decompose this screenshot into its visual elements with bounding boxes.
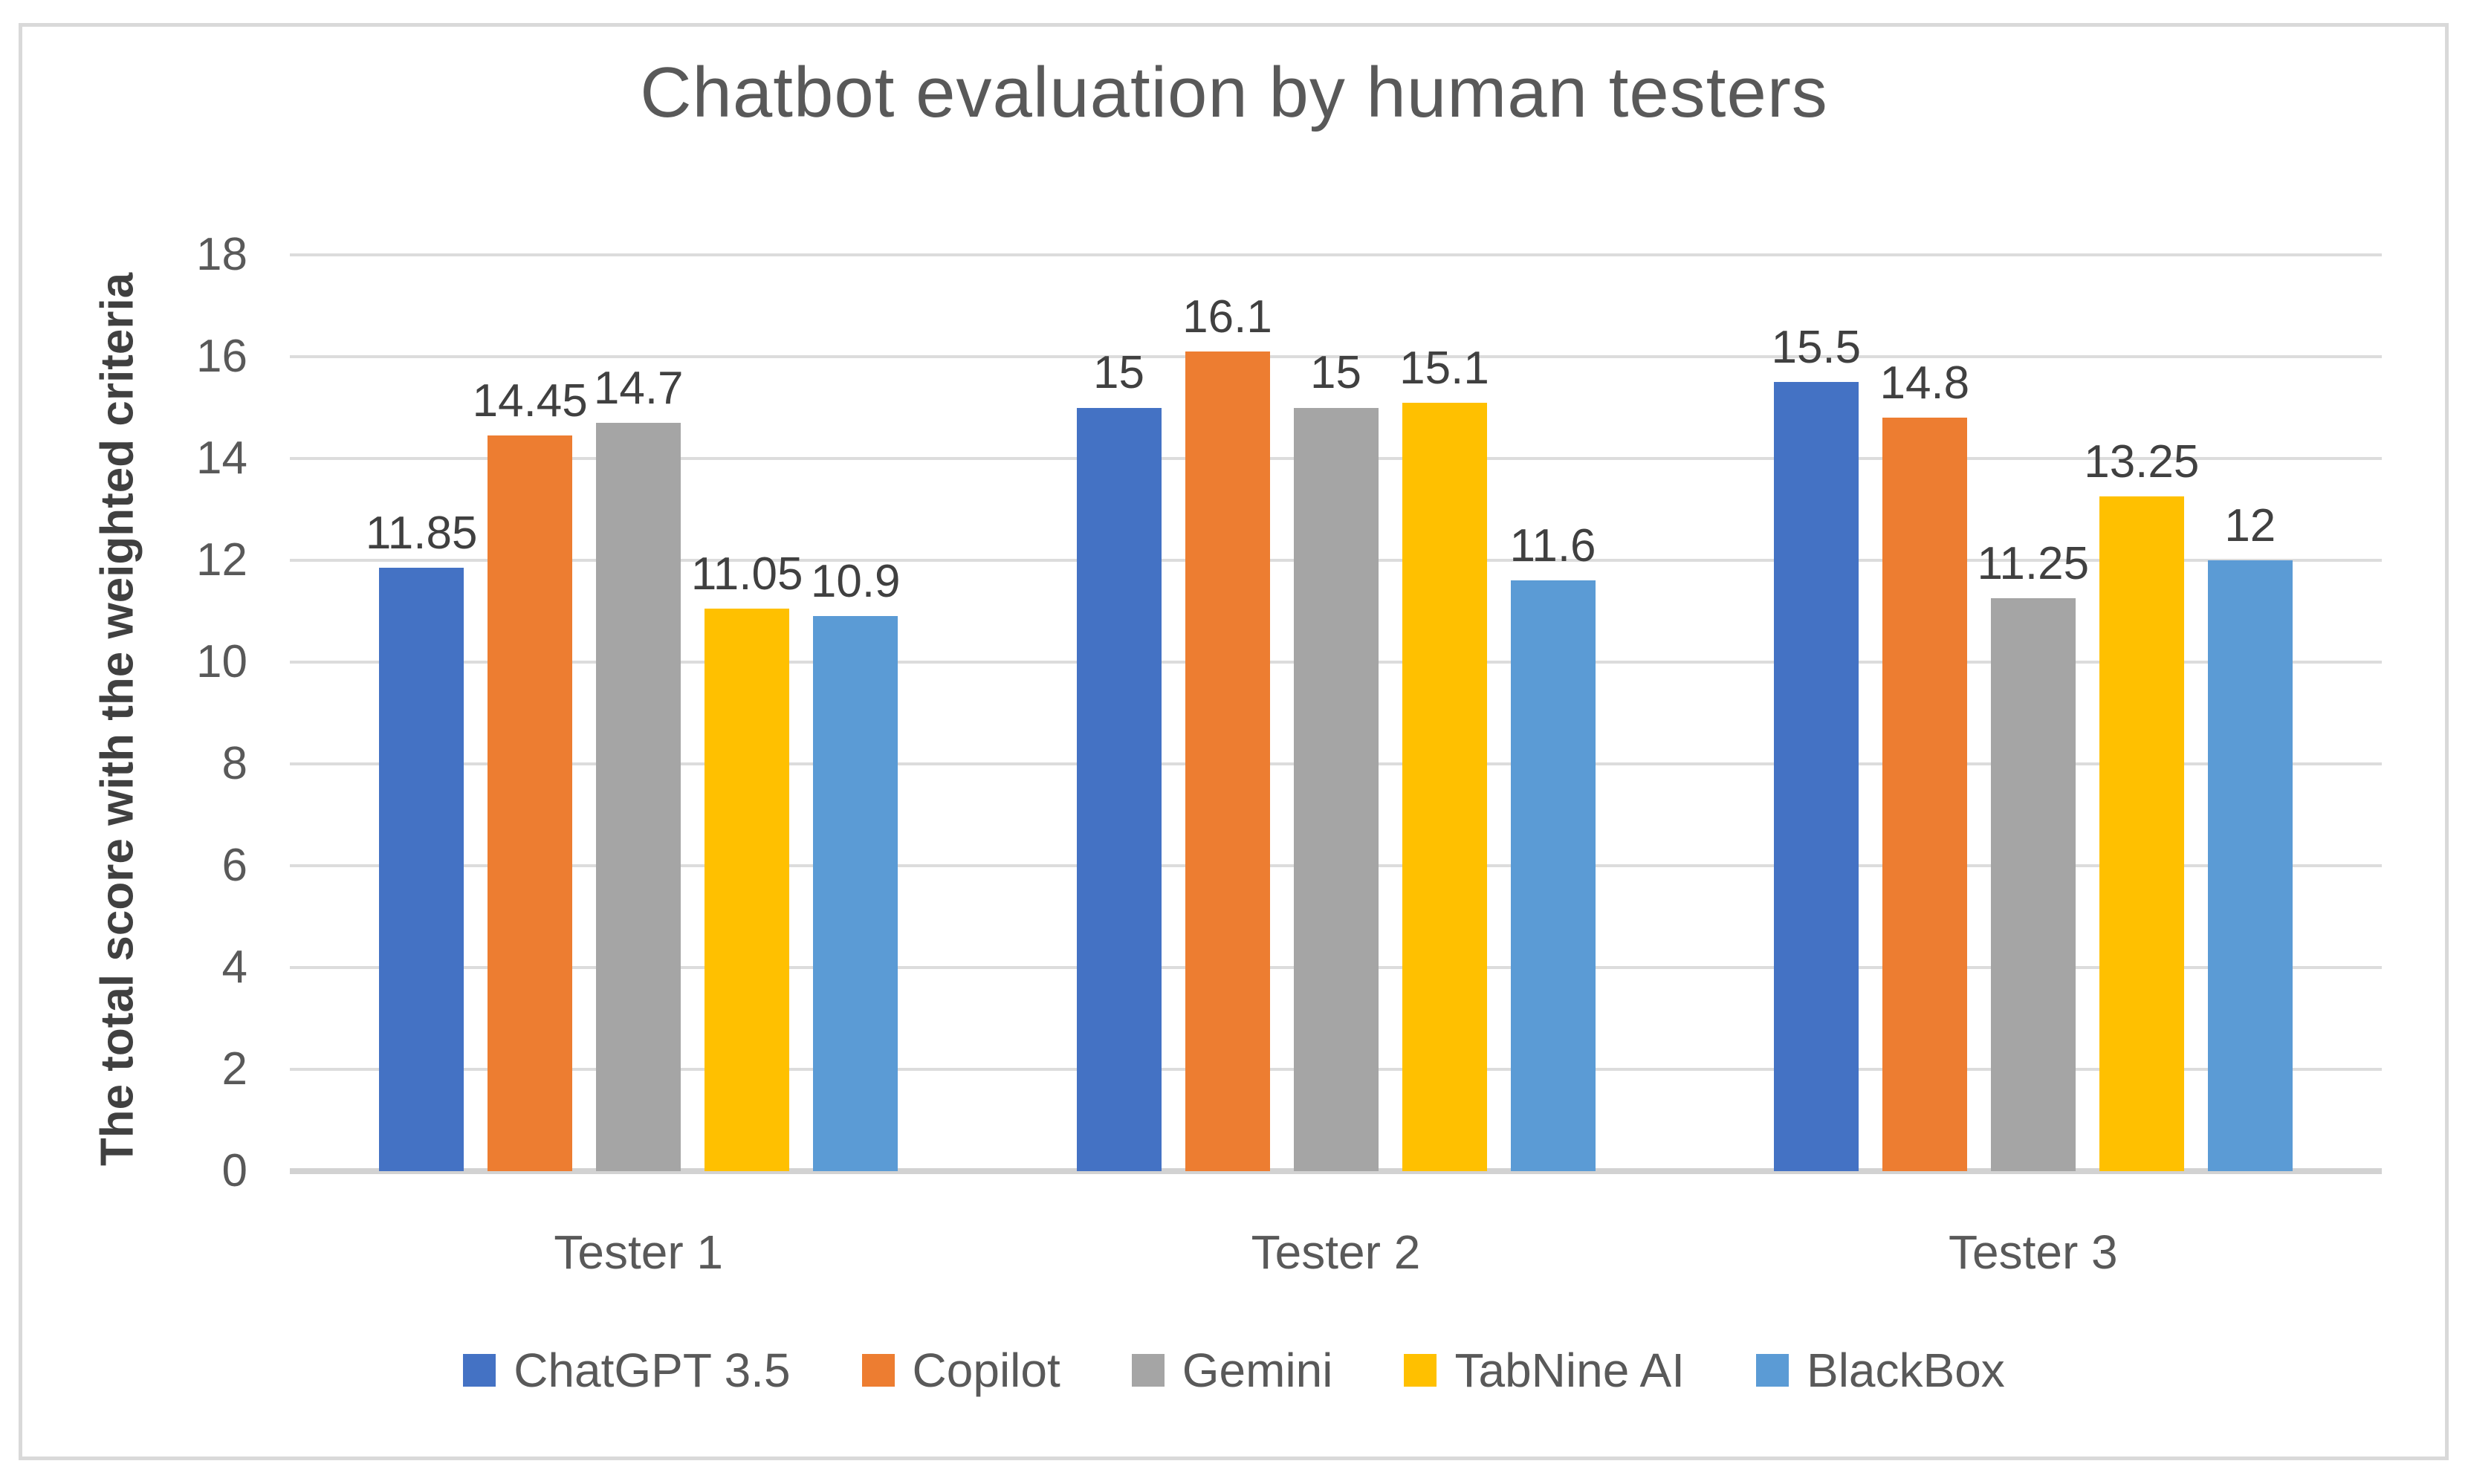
bar-tester-2-blackbox <box>1510 580 1596 1171</box>
data-label: 14.8 <box>1879 357 1970 409</box>
legend-item-blackbox: BlackBox <box>1756 1347 2005 1394</box>
legend-item-copilot: Copilot <box>861 1344 1060 1397</box>
legend-swatch-icon <box>861 1354 895 1387</box>
data-label: 10.9 <box>810 556 901 608</box>
y-tick-label-6: 6 <box>221 840 247 891</box>
data-label: 15.1 <box>1399 342 1489 394</box>
chart-border-frame <box>19 23 2449 1460</box>
bar-tester-2-copilot <box>1185 351 1270 1171</box>
plot-area: 11.85 14.45 14.7 11.05 10.9 15 16.1 15 15.1 11.6 1… <box>290 253 2382 1174</box>
gridline-16 <box>290 355 2382 358</box>
legend-label: BlackBox <box>1807 1344 2005 1397</box>
data-label: 13.25 <box>2084 436 2200 488</box>
bar-tester-1-gemini <box>596 423 681 1171</box>
legend-item-chatgpt-3-5: ChatGPT 3.5 <box>463 1344 791 1397</box>
x-category-label-2: Tester 2 <box>1251 1225 1421 1279</box>
bar-tester-1-blackbox <box>813 616 898 1171</box>
y-tick-label-10: 10 <box>196 636 247 687</box>
legend-swatch-icon <box>1404 1354 1437 1387</box>
legend-swatch-icon <box>463 1354 496 1387</box>
legend: ChatGPT 3.5 Copilot Gemini TabNine AI Bl… <box>0 1347 2468 1394</box>
bar-tester-3-copilot <box>1882 418 1967 1171</box>
legend-label: ChatGPT 3.5 <box>514 1344 791 1397</box>
chart-title: Chatbot evaluation by human testers <box>640 53 1828 132</box>
y-tick-label-2: 2 <box>221 1043 247 1095</box>
bar-tester-2-gemini <box>1293 407 1379 1171</box>
y-tick-label-12: 12 <box>196 534 247 586</box>
y-axis-title: The total score with the weighted criter… <box>91 272 143 1167</box>
legend-swatch-icon <box>1756 1354 1790 1387</box>
bar-tester-1-copilot <box>488 435 573 1171</box>
bar-tester-3-blackbox <box>2207 560 2293 1171</box>
data-label: 11.05 <box>690 548 803 600</box>
data-label: 15 <box>1310 347 1361 399</box>
legend-swatch-icon <box>1131 1354 1165 1387</box>
data-label: 11.85 <box>365 508 478 560</box>
data-label: 15 <box>1093 347 1144 399</box>
legend-label: TabNine AI <box>1454 1344 1685 1397</box>
data-label: 16.1 <box>1182 291 1272 343</box>
x-axis-line <box>290 1168 2382 1174</box>
bar-tester-2-chatgpt-3-5 <box>1076 407 1162 1171</box>
legend-item-tabnine-ai: TabNine AI <box>1404 1347 1685 1394</box>
y-tick-label-0: 0 <box>221 1145 247 1196</box>
y-tick-label-16: 16 <box>196 331 247 382</box>
bar-tester-2-tabnine-ai <box>1402 402 1487 1171</box>
legend-label: Copilot <box>912 1344 1060 1397</box>
bar-tester-3-chatgpt-3-5 <box>1773 382 1859 1171</box>
data-label: 11.6 <box>1509 520 1596 572</box>
y-tick-label-14: 14 <box>196 432 247 484</box>
y-tick-label-4: 4 <box>221 942 247 993</box>
data-label: 12 <box>2224 499 2276 551</box>
gridline-18 <box>290 253 2382 256</box>
y-tick-label-8: 8 <box>221 738 247 789</box>
bar-tester-3-gemini <box>1990 598 2076 1171</box>
data-label: 14.7 <box>593 363 684 415</box>
y-tick-label-18: 18 <box>196 229 247 280</box>
x-category-label-3: Tester 3 <box>1948 1225 2118 1279</box>
legend-label: Gemini <box>1182 1344 1333 1397</box>
legend-item-gemini: Gemini <box>1131 1344 1333 1397</box>
data-label: 11.25 <box>1977 538 2090 590</box>
bar-tester-3-tabnine-ai <box>2099 496 2184 1171</box>
bar-tester-1-chatgpt-3-5 <box>379 568 464 1171</box>
x-category-label-1: Tester 1 <box>554 1225 724 1279</box>
bar-tester-1-tabnine-ai <box>705 609 790 1171</box>
data-label: 15.5 <box>1771 322 1862 374</box>
data-label: 14.45 <box>472 375 588 427</box>
